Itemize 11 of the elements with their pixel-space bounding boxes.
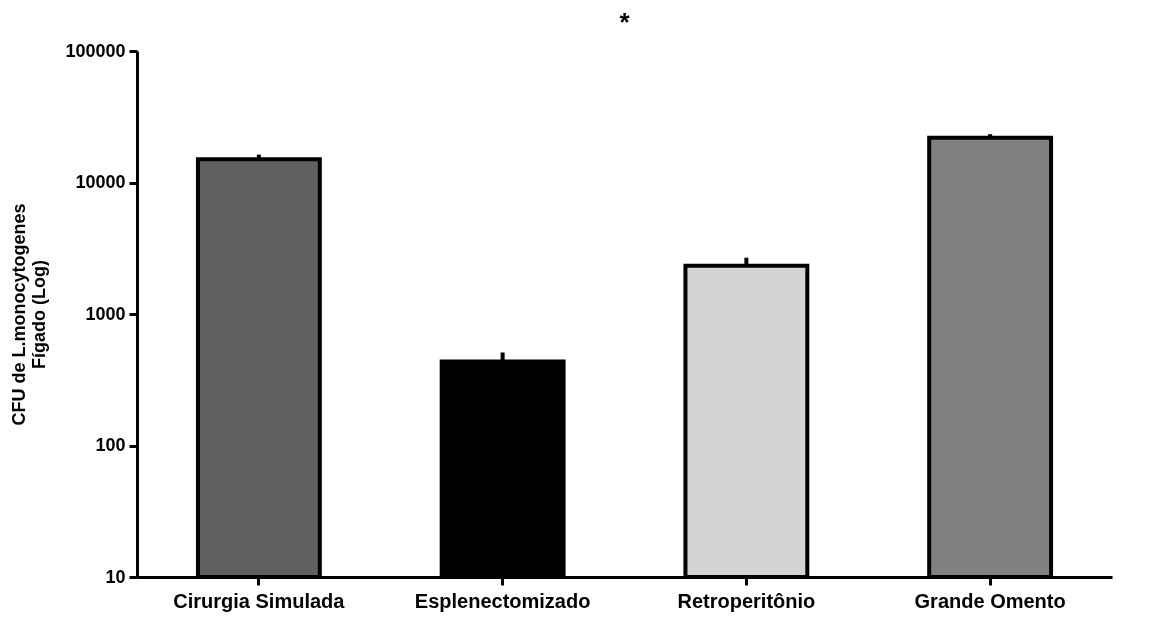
y-axis-title: CFU de L.monocytogenes Fígado (Log)	[9, 203, 50, 426]
y-tick-label: 1000	[85, 303, 126, 324]
x-tick-label: Grande Omento	[914, 589, 1066, 612]
x-tick-label: Retroperitônio	[677, 589, 816, 612]
y-tick-label: 100000	[65, 40, 126, 61]
x-tick-label: Cirurgia Simulada	[173, 589, 346, 612]
text: *	[619, 7, 631, 37]
y-tick-label: 100	[95, 435, 126, 455]
y-tick-label: 10000	[75, 172, 126, 192]
x-tick-label: Esplenectomizado	[414, 589, 591, 612]
y-tick-label: 10	[105, 566, 126, 587]
